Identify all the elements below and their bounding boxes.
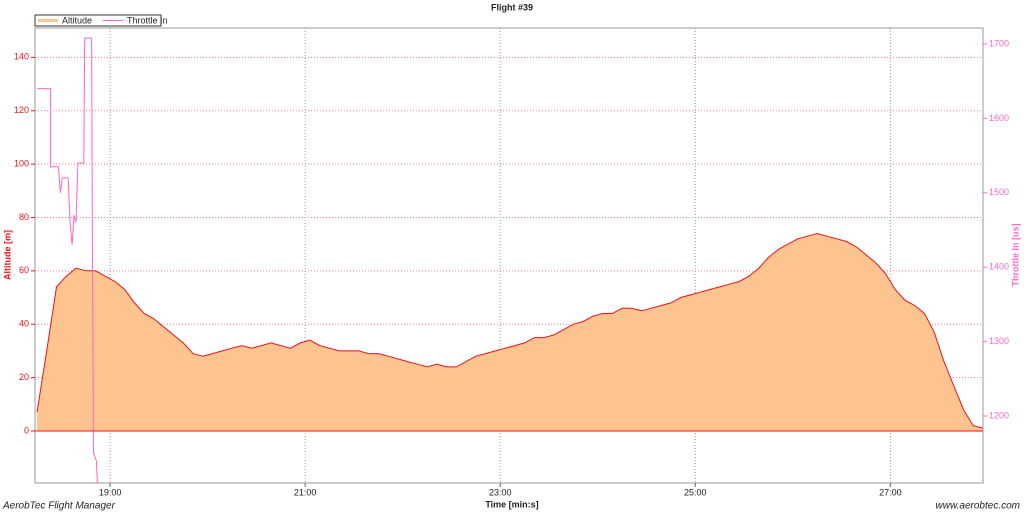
y2-tick-label: 1300 [989, 336, 1009, 346]
area-fill [36, 233, 983, 431]
y2-tick-label: 1600 [989, 113, 1009, 123]
series-line [37, 37, 98, 483]
y-tick-label: 20 [19, 372, 29, 382]
legend-box [34, 14, 162, 27]
x-tick-label: 25:00 [684, 487, 707, 497]
y-tick-label: 100 [14, 158, 29, 168]
footer-right: www.aerobtec.com [936, 501, 1020, 512]
y-tick-label: 80 [19, 212, 29, 222]
y2-tick-label: 1200 [989, 410, 1009, 420]
legend-label: Throttle In [127, 15, 168, 25]
footer-left: AerobTec Flight Manager [2, 501, 116, 512]
y-axis-label: Altitude [m] [2, 230, 12, 280]
x-tick-label: 19:00 [99, 487, 122, 497]
y2-tick-label: 1700 [989, 38, 1009, 48]
chart-title: Flight #39 [491, 2, 533, 12]
y-tick-label: 120 [14, 105, 29, 115]
x-axis-label: Time [min:s] [485, 499, 538, 509]
y-tick-label: 0 [24, 425, 29, 435]
x-tick-label: 23:00 [489, 487, 512, 497]
y2-tick-label: 1500 [989, 187, 1009, 197]
x-tick-label: 21:00 [294, 487, 317, 497]
legend-label: Altitude [62, 15, 92, 25]
y-tick-label: 60 [19, 265, 29, 275]
y-tick-label: 140 [14, 52, 29, 62]
y-tick-label: 40 [19, 319, 29, 329]
x-tick-label: 27:00 [879, 487, 902, 497]
series-line [36, 232, 983, 429]
y2-axis-label: Throttle In [us] [1010, 224, 1020, 287]
y2-tick-label: 1400 [989, 262, 1009, 272]
